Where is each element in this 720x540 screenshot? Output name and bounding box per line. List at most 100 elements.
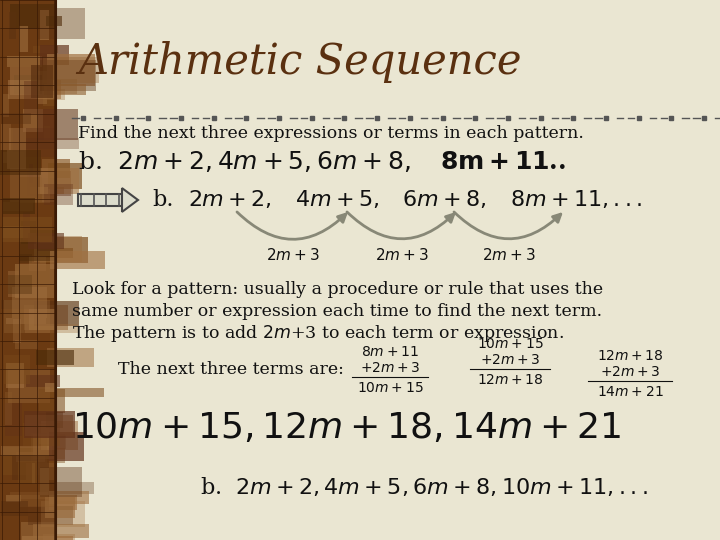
Bar: [40, 45, 69, 65]
Text: $+ 2m+3$: $+ 2m+3$: [360, 361, 420, 375]
Bar: [42, 534, 76, 540]
Bar: [7, 150, 26, 168]
Bar: [40, 237, 89, 263]
Bar: [19, 448, 65, 463]
Text: $6m+8,$: $6m+8,$: [402, 189, 486, 211]
Text: $10m+15$: $10m+15$: [356, 381, 423, 395]
Bar: [2, 202, 33, 211]
Bar: [30, 187, 64, 194]
FancyArrowPatch shape: [347, 212, 454, 239]
Bar: [21, 221, 35, 244]
Bar: [0, 0, 56, 540]
Text: The next three terms are:: The next three terms are:: [118, 361, 344, 379]
Text: The pattern is to add $2m$+3 to each term or expression.: The pattern is to add $2m$+3 to each ter…: [72, 323, 564, 345]
Bar: [15, 265, 49, 285]
Bar: [8, 271, 19, 297]
Text: $2m+2,$: $2m+2,$: [188, 189, 271, 211]
Text: $4m+5,$: $4m+5,$: [295, 189, 379, 211]
Bar: [6, 495, 21, 502]
Bar: [10, 492, 48, 499]
Text: Arithmetic Sequence: Arithmetic Sequence: [78, 41, 521, 83]
FancyArrowPatch shape: [454, 212, 561, 239]
Bar: [43, 184, 73, 205]
Bar: [30, 255, 47, 271]
Text: same number or expression each time to find the next term.: same number or expression each time to f…: [72, 303, 602, 321]
Bar: [44, 126, 50, 140]
Bar: [42, 159, 70, 178]
Bar: [39, 388, 65, 413]
Bar: [1, 113, 32, 124]
Bar: [29, 164, 33, 183]
Bar: [8, 274, 32, 294]
Bar: [50, 388, 104, 397]
Bar: [27, 138, 79, 149]
Bar: [9, 12, 17, 39]
Bar: [13, 319, 21, 342]
Bar: [4, 447, 40, 475]
Bar: [49, 491, 89, 504]
Bar: [12, 456, 50, 481]
Bar: [19, 254, 32, 264]
Bar: [33, 524, 89, 538]
Bar: [24, 415, 73, 436]
Text: $12m+18$: $12m+18$: [597, 349, 663, 363]
Bar: [14, 76, 42, 93]
Bar: [33, 45, 58, 53]
Bar: [27, 171, 71, 196]
Text: Find the next three expressions or terms in each pattern.: Find the next three expressions or terms…: [78, 125, 584, 141]
Bar: [45, 497, 75, 518]
Bar: [41, 421, 78, 449]
Bar: [28, 505, 73, 525]
Bar: [31, 65, 53, 98]
Bar: [25, 324, 78, 333]
Bar: [6, 363, 24, 388]
Bar: [45, 383, 58, 392]
Bar: [16, 452, 45, 462]
Bar: [20, 172, 50, 203]
Bar: [47, 90, 66, 100]
Bar: [24, 423, 60, 446]
Bar: [19, 177, 42, 202]
Text: $10m+15$: $10m+15$: [477, 337, 544, 351]
Bar: [19, 230, 57, 261]
Bar: [6, 318, 45, 324]
Bar: [39, 424, 49, 443]
Text: $+  2m+ 3$: $+ 2m+ 3$: [600, 365, 660, 379]
Bar: [48, 495, 77, 510]
Bar: [18, 461, 37, 484]
FancyArrowPatch shape: [237, 212, 346, 239]
Bar: [48, 348, 94, 367]
Bar: [7, 56, 42, 67]
Bar: [15, 340, 37, 349]
Bar: [26, 375, 60, 387]
Bar: [46, 412, 63, 428]
Bar: [50, 330, 56, 354]
Text: $8m+11,...$: $8m+11,...$: [510, 189, 642, 211]
Text: $2m+3$: $2m+3$: [482, 247, 535, 263]
Bar: [40, 10, 49, 39]
Bar: [34, 301, 78, 326]
Bar: [1, 300, 38, 309]
Bar: [5, 403, 22, 436]
Bar: [29, 309, 57, 330]
Bar: [27, 463, 54, 480]
Bar: [30, 79, 77, 94]
Bar: [4, 300, 50, 333]
Bar: [15, 264, 53, 298]
Bar: [1, 501, 28, 516]
Bar: [38, 71, 48, 104]
Text: $8m+11$: $8m+11$: [361, 345, 419, 359]
Text: b.  $2m+2, 4m+5, 6m+8, 10m+11,...$: b. $2m+2, 4m+5, 6m+8, 10m+11,...$: [200, 476, 648, 500]
Bar: [13, 128, 55, 158]
Bar: [5, 392, 12, 425]
Bar: [37, 242, 54, 252]
Bar: [37, 109, 78, 140]
Bar: [1, 150, 41, 174]
Text: $14m+21$: $14m+21$: [597, 385, 663, 399]
Bar: [12, 287, 47, 318]
Bar: [31, 433, 47, 463]
Bar: [78, 194, 122, 206]
Bar: [40, 468, 49, 495]
Text: $2m+3$: $2m+3$: [266, 247, 319, 263]
Bar: [22, 522, 56, 540]
